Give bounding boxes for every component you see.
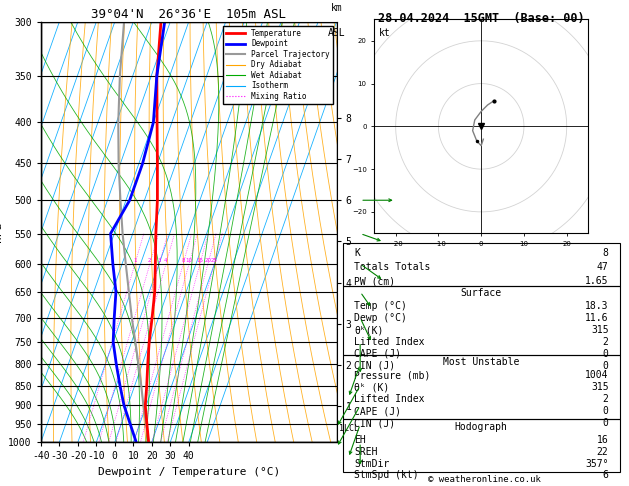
Text: Lifted Index: Lifted Index <box>354 394 425 404</box>
Text: 1: 1 <box>133 258 136 262</box>
Text: 28.04.2024  15GMT  (Base: 00): 28.04.2024 15GMT (Base: 00) <box>378 12 584 25</box>
Text: 6: 6 <box>603 470 608 481</box>
Text: Dewp (°C): Dewp (°C) <box>354 313 407 323</box>
Text: 2: 2 <box>148 258 152 262</box>
Bar <box>343 243 620 286</box>
Text: 357°: 357° <box>585 458 608 469</box>
Bar <box>343 355 620 419</box>
X-axis label: Dewpoint / Temperature (°C): Dewpoint / Temperature (°C) <box>97 467 280 477</box>
Text: K: K <box>354 248 360 258</box>
Text: 0: 0 <box>603 361 608 371</box>
Text: 2: 2 <box>603 337 608 347</box>
Text: 0: 0 <box>603 349 608 359</box>
Text: 18.3: 18.3 <box>585 301 608 312</box>
Text: kt: kt <box>379 28 390 38</box>
Text: StmSpd (kt): StmSpd (kt) <box>354 470 418 481</box>
Text: Most Unstable: Most Unstable <box>443 357 520 367</box>
Text: Lifted Index: Lifted Index <box>354 337 425 347</box>
Text: θᵏ (K): θᵏ (K) <box>354 382 389 392</box>
Text: 16: 16 <box>597 434 608 445</box>
Text: 10: 10 <box>186 258 192 262</box>
Text: Pressure (mb): Pressure (mb) <box>354 370 430 381</box>
Text: θᵏ(K): θᵏ(K) <box>354 325 383 335</box>
Text: Hodograph: Hodograph <box>455 421 508 432</box>
Text: © weatheronline.co.uk: © weatheronline.co.uk <box>428 474 541 484</box>
Y-axis label: hPa: hPa <box>0 222 3 242</box>
Text: 15: 15 <box>196 258 203 262</box>
Bar <box>343 286 620 355</box>
Text: 1LCL: 1LCL <box>340 423 359 433</box>
Text: 22: 22 <box>597 447 608 457</box>
Text: 2: 2 <box>603 394 608 404</box>
Text: CIN (J): CIN (J) <box>354 361 395 371</box>
Title: 39°04'N  26°36'E  105m ASL: 39°04'N 26°36'E 105m ASL <box>91 8 286 21</box>
Text: CIN (J): CIN (J) <box>354 418 395 428</box>
Text: 0: 0 <box>603 418 608 428</box>
Text: 4: 4 <box>164 258 167 262</box>
Text: CAPE (J): CAPE (J) <box>354 349 401 359</box>
Text: PW (cm): PW (cm) <box>354 277 395 286</box>
Text: Totals Totals: Totals Totals <box>354 262 430 272</box>
Text: SREH: SREH <box>354 447 377 457</box>
Text: Temp (°C): Temp (°C) <box>354 301 407 312</box>
Text: 8: 8 <box>603 248 608 258</box>
Text: ASL: ASL <box>328 28 345 38</box>
Text: 1.65: 1.65 <box>585 277 608 286</box>
Text: Surface: Surface <box>460 288 502 298</box>
Text: 3: 3 <box>157 258 160 262</box>
Bar <box>343 419 620 471</box>
Text: 315: 315 <box>591 325 608 335</box>
Text: 20: 20 <box>204 258 211 262</box>
Text: km: km <box>331 3 342 14</box>
Text: 25: 25 <box>211 258 218 262</box>
Text: 1004: 1004 <box>585 370 608 381</box>
Legend: Temperature, Dewpoint, Parcel Trajectory, Dry Adiabat, Wet Adiabat, Isotherm, Mi: Temperature, Dewpoint, Parcel Trajectory… <box>223 26 333 104</box>
Text: CAPE (J): CAPE (J) <box>354 406 401 416</box>
Text: 315: 315 <box>591 382 608 392</box>
Text: EH: EH <box>354 434 365 445</box>
Text: 47: 47 <box>597 262 608 272</box>
Text: 11.6: 11.6 <box>585 313 608 323</box>
Text: 8: 8 <box>181 258 185 262</box>
Text: 0: 0 <box>603 406 608 416</box>
Text: StmDir: StmDir <box>354 458 389 469</box>
